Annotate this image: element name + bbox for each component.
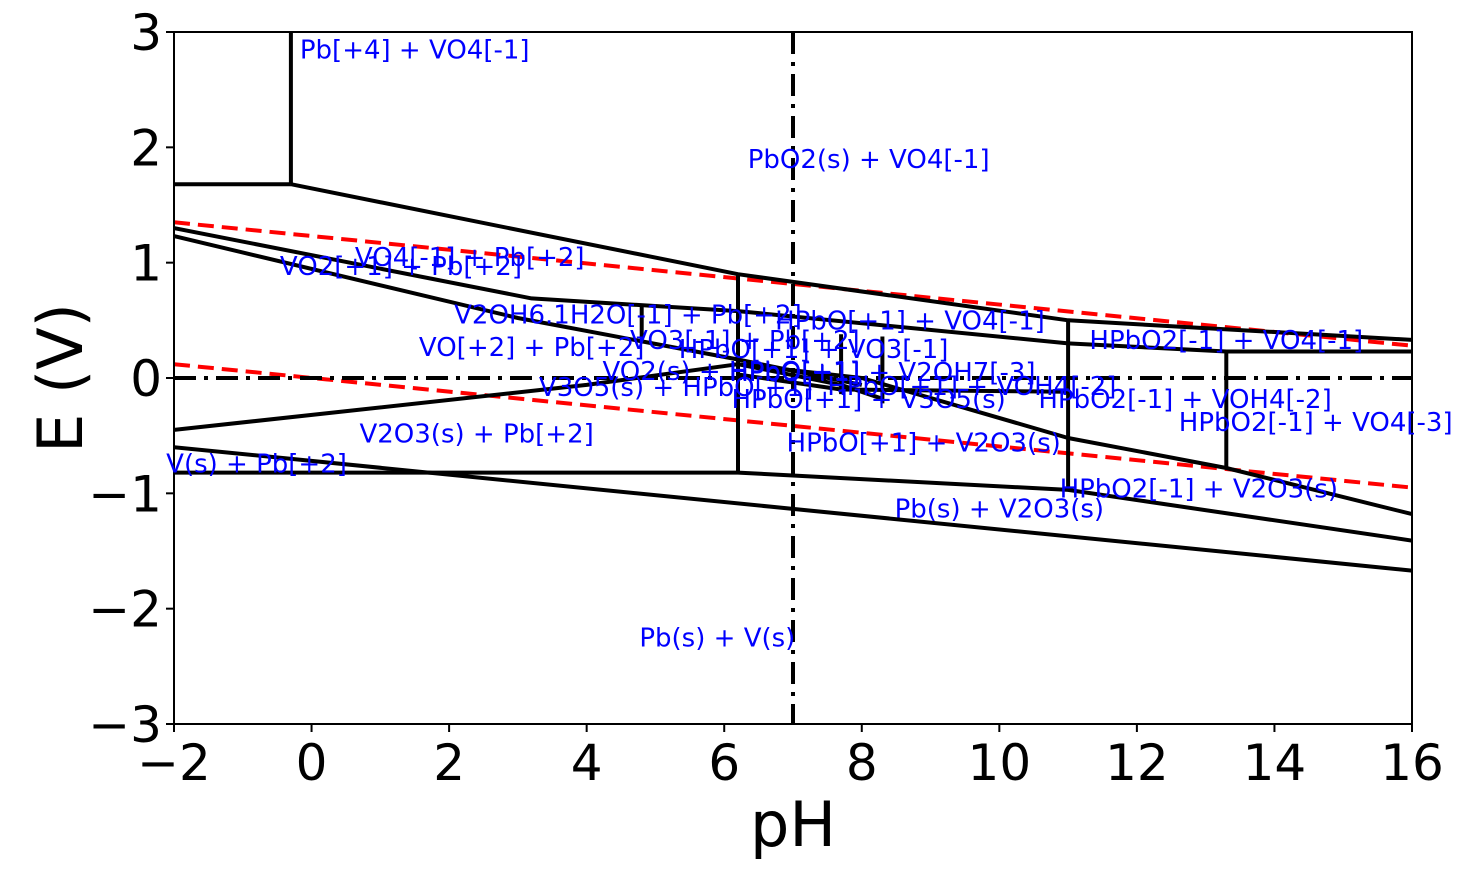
region-label: HPbO2[-1] + VOH4[-2] xyxy=(1038,385,1331,415)
x-tick-label: 6 xyxy=(708,734,740,792)
x-tick-label: 10 xyxy=(968,734,1032,792)
region-label: HPbO[+1] + V2O3(s) xyxy=(787,429,1061,459)
water-stability-line-2 xyxy=(174,362,1412,490)
region-label: VO4[-1] + Pb[+2] xyxy=(355,243,585,273)
region-label: HPbO[+1] + VO4[-1] xyxy=(775,306,1045,336)
region-label: HPbO2[-1] + VO4[-3] xyxy=(1179,408,1453,438)
y-tick-label: −1 xyxy=(88,465,162,523)
boundary-line-4 xyxy=(174,226,1412,354)
region-label: HPbO[+1] + VO3[-1] xyxy=(679,335,949,365)
x-tick-label: −2 xyxy=(137,734,211,792)
x-axis-label: pH xyxy=(750,788,836,861)
region-label: VO[+2] + Pb[+2] xyxy=(419,333,645,363)
water-stability-line-1 xyxy=(174,220,1412,348)
region-label: HPbO2[-1] + V2O3(s) xyxy=(1060,475,1338,505)
y-tick-label: 0 xyxy=(130,350,162,408)
region-label: VO2(s) + HPbO[+1] xyxy=(602,357,859,387)
y-tick-label: 1 xyxy=(130,235,162,293)
region-labels-layer: Pb[+4] + VO4[-1] PbO2(s) + VO4[-1] VO4[-1]… xyxy=(166,35,1452,653)
region-label: V3O5(s) + HPbO[+1] xyxy=(539,373,813,403)
x-tick-label: 0 xyxy=(296,734,328,792)
boundary-line-3 xyxy=(290,182,1412,342)
region-label: V2O3(s) + Pb[+2] xyxy=(359,419,593,449)
y-tick-label: −3 xyxy=(88,696,162,754)
region-label: PbO2(s) + VO4[-1] xyxy=(748,145,990,175)
boundary-line-13 xyxy=(174,470,1412,543)
region-label: HPbO[+1] + V2OH7[-3] xyxy=(729,358,1035,388)
x-tick-label: 16 xyxy=(1380,734,1444,792)
reference-lines-layer xyxy=(174,32,1412,724)
x-tick-label: 12 xyxy=(1105,734,1169,792)
y-axis-label: E (V) xyxy=(24,303,97,453)
y-tick-label: −2 xyxy=(88,581,162,639)
x-tick-label: 8 xyxy=(846,734,878,792)
y-tick-label: 2 xyxy=(130,119,162,177)
region-label: HPbO[+1] + V3O5(s) xyxy=(732,385,1006,415)
x-tick-label: 2 xyxy=(433,734,465,792)
region-label: V(s) + Pb[+2] xyxy=(166,449,347,479)
region-label: Pb[+4] + VO4[-1] xyxy=(300,35,530,65)
region-label: V2OH6.1H2O[-1] + Pb[+2] xyxy=(454,301,802,331)
boundary-line-15 xyxy=(737,362,884,401)
x-tick-label: 4 xyxy=(571,734,603,792)
x-tick-label: 14 xyxy=(1243,734,1307,792)
region-label: Pb(s) + V2O3(s) xyxy=(895,494,1105,524)
region-label: Pb(s) + V(s) xyxy=(639,624,795,654)
region-label: HPbO[+1] + VOH4[-2] xyxy=(827,372,1116,402)
region-label: VO3[-1] + Pb[+2] xyxy=(630,326,860,356)
region-label: VO2[+1] + Pb[+2] xyxy=(280,252,522,282)
lines-layer xyxy=(174,32,1412,573)
y-tick-label: 3 xyxy=(130,4,162,62)
region-label: HPbO2[-1] + VO4[-1] xyxy=(1089,326,1363,356)
